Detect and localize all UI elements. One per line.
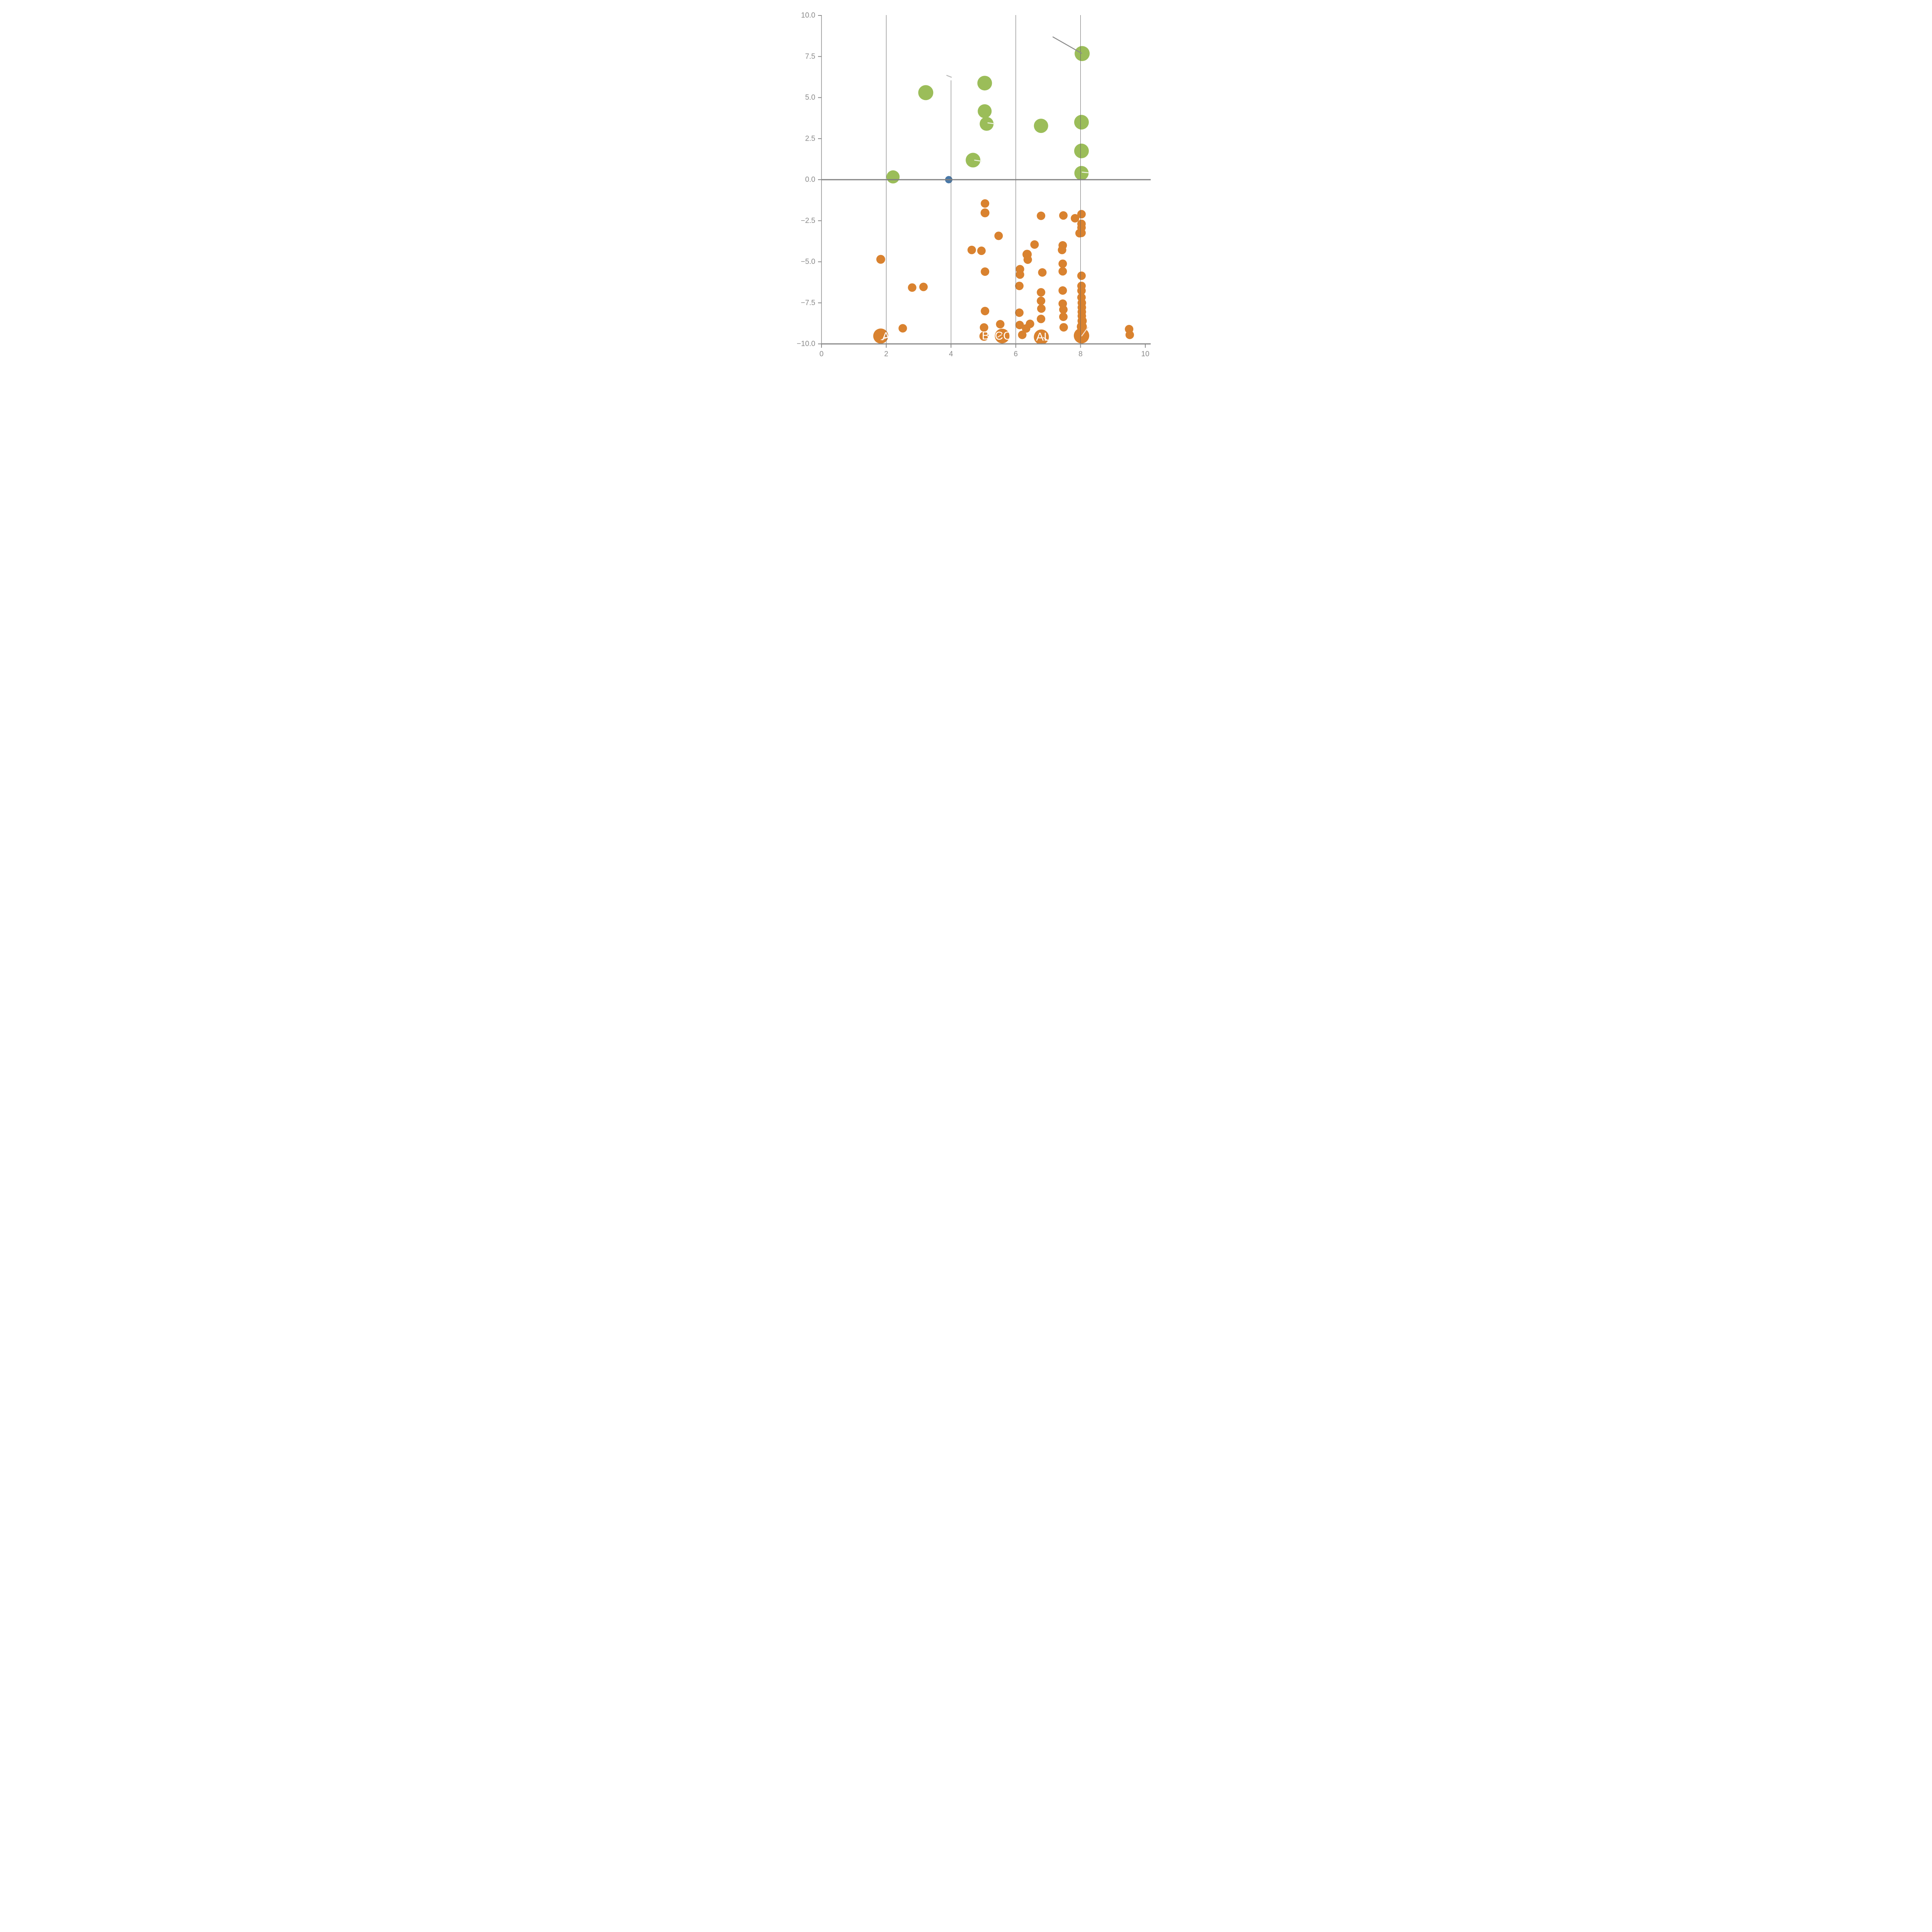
- point-label-co: CO: [995, 330, 1012, 342]
- orange-bubble-data-point: [919, 282, 928, 291]
- orange-bubble-data-point: [1037, 315, 1046, 323]
- orange-bubble-data-point: [873, 328, 888, 344]
- green-bubble-data-point: [1074, 166, 1089, 180]
- x-tick-label: 10: [1141, 350, 1149, 358]
- orange-bubble-data-point: [1023, 255, 1032, 264]
- orange-bubble-data-point: [1015, 308, 1024, 317]
- x-tick-label: 4: [949, 350, 953, 358]
- orange-bubble-data-point: [1015, 281, 1024, 290]
- x-tick-label: 8: [1078, 350, 1083, 358]
- y-tick-label: 0.0: [805, 176, 815, 184]
- orange-bubble-data-point: [1059, 312, 1068, 321]
- orange-bubble-data-point: [994, 231, 1003, 240]
- leader-line-1: [997, 334, 1002, 338]
- point-label-b: B: [982, 329, 990, 342]
- orange-bubble-data-point: [979, 332, 989, 341]
- orange-bubble-data-point: [1077, 271, 1086, 280]
- orange-bubble-data-point: [1058, 245, 1066, 254]
- orange-bubble-data-point: [1015, 270, 1024, 279]
- orange-bubble-data-point: [981, 307, 990, 315]
- x-tick-label: 2: [884, 350, 888, 358]
- orange-bubble-data-point: [1058, 259, 1067, 268]
- orange-bubble-data-point: [1059, 305, 1068, 314]
- green-bubble-data-point: [978, 104, 992, 118]
- y-tick-label: −5.0: [801, 258, 815, 266]
- x-tick-label: 6: [1014, 350, 1018, 358]
- green-bubble-data-point: [918, 85, 934, 100]
- y-tick-label: −10.0: [797, 340, 815, 348]
- y-tick-label: 10.0: [801, 12, 815, 20]
- leader-line-6: [1082, 172, 1089, 173]
- orange-bubble-data-point: [1125, 330, 1134, 339]
- orange-bubble-data-point: [1034, 329, 1049, 345]
- orange-bubble-data-point: [898, 324, 907, 333]
- orange-bubble-data-point: [981, 199, 990, 208]
- orange-bubble-data-point: [1077, 210, 1086, 219]
- green-bubble-data-point: [977, 76, 992, 91]
- green-bubble-data-point: [886, 170, 900, 184]
- orange-bubble-data-point: [981, 267, 990, 276]
- orange-bubble-data-point: [908, 283, 917, 292]
- orange-bubble-data-point: [1037, 296, 1046, 305]
- orange-bubble-data-point: [1071, 214, 1080, 223]
- orange-bubble-data-point: [1038, 268, 1047, 277]
- y-tick-label: −7.5: [801, 299, 815, 307]
- y-tick-label: 2.5: [805, 134, 815, 143]
- leader-line-3: [1081, 327, 1088, 337]
- green-bubble-data-point: [1074, 143, 1089, 158]
- green-bubble-data-point: [966, 153, 981, 168]
- orange-bubble-data-point: [995, 328, 1010, 344]
- green-bubble-data-point: [1074, 115, 1089, 130]
- orange-bubble-data-point: [1037, 288, 1046, 297]
- green-bubble-data-point: [980, 117, 994, 131]
- y-tick-label: −2.5: [801, 217, 815, 225]
- orange-bubble-data-point: [980, 323, 988, 332]
- orange-bubble-data-point: [1077, 286, 1086, 295]
- chart-page: A B CO AL 10.0 7.5 5.0 2.5 0.0 −2.5 −5.0 −7.5 −10.0 0…: [773, 0, 1159, 386]
- y-tick-label: 5.0: [805, 94, 815, 102]
- leader-line-2: [1043, 337, 1049, 341]
- orange-bubble-data-point: [1059, 323, 1068, 332]
- orange-bubble-data-point: [1059, 211, 1068, 220]
- orange-bubble-data-point: [977, 247, 986, 255]
- y-tick-label: 7.5: [805, 53, 815, 61]
- orange-bubble-data-point: [980, 208, 990, 218]
- leader-line-7: [946, 75, 952, 78]
- leader-line-5: [974, 160, 982, 162]
- x-tick-label: 0: [820, 350, 824, 358]
- leader-line-4: [987, 122, 995, 124]
- orange-bubble-data-point: [1026, 320, 1034, 328]
- orange-bubble-data-point: [1037, 304, 1046, 313]
- orange-bubble-data-point: [996, 320, 1005, 328]
- green-bubble-data-point: [1075, 46, 1090, 61]
- orange-bubble-data-point: [1030, 240, 1039, 249]
- annotation-line: [1052, 36, 1082, 54]
- orange-bubble-data-point: [876, 255, 885, 264]
- orange-bubble-data-point: [1058, 267, 1067, 276]
- orange-bubble-data-point: [1015, 321, 1024, 330]
- scatter-plot: A B CO AL 10.0 7.5 5.0 2.5 0.0 −2.5 −5.0 −7.5 −10.0 0…: [797, 12, 1151, 358]
- point-label-al: AL: [1036, 331, 1050, 344]
- orange-bubble-data-point: [967, 245, 976, 254]
- leader-line-0: [881, 337, 888, 340]
- orange-bubble-data-point: [1037, 211, 1046, 220]
- orange-bubble-data-point: [1077, 228, 1086, 237]
- point-label-a: A: [882, 330, 890, 343]
- orange-bubble-data-point: [1058, 286, 1067, 295]
- green-bubble-data-point: [1034, 119, 1048, 133]
- orange-bubble-data-point: [1018, 330, 1027, 339]
